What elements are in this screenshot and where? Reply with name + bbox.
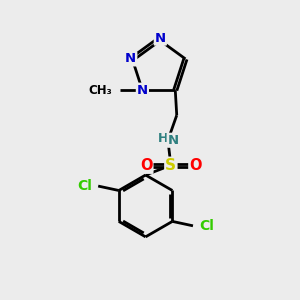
Text: N: N (155, 32, 166, 45)
Text: S: S (165, 158, 176, 173)
Text: Cl: Cl (200, 219, 214, 233)
Text: Cl: Cl (77, 179, 92, 193)
Text: N: N (137, 84, 148, 97)
Text: O: O (140, 158, 152, 173)
Text: N: N (168, 134, 179, 147)
Text: O: O (189, 158, 202, 173)
Text: CH₃: CH₃ (88, 84, 112, 97)
Text: N: N (125, 52, 136, 65)
Text: H: H (158, 132, 168, 145)
